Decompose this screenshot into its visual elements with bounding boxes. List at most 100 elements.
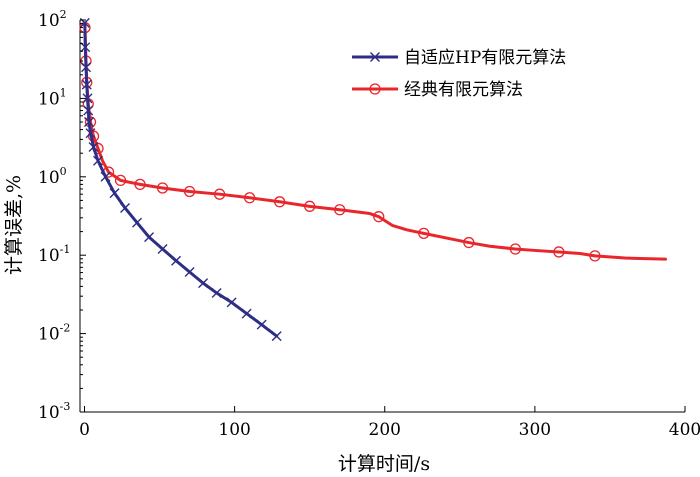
y-tick-base: 10 xyxy=(38,403,60,423)
data-point-classic-fem xyxy=(373,211,385,223)
x-marker-stroke xyxy=(370,52,380,62)
y-tick-base: 10 xyxy=(38,89,60,109)
x-tick-label: 200 xyxy=(369,420,401,440)
y-tick-exponent: 1 xyxy=(60,86,67,99)
x-marker-stroke xyxy=(79,17,90,28)
x-marker-stroke xyxy=(88,141,99,152)
data-point-classic-fem xyxy=(213,188,226,200)
y-tick-exponent: -2 xyxy=(60,322,71,335)
y-tick-label: 10-1 xyxy=(38,243,70,266)
y-tick-label: 10-3 xyxy=(38,400,70,423)
data-point-adaptive-hp xyxy=(85,128,96,139)
legend-marker-adaptive-hp xyxy=(370,52,380,62)
x-marker-stroke xyxy=(82,93,93,104)
x-axis-ticks: 0 100 200 300 400 xyxy=(79,406,700,440)
data-point-classic-fem xyxy=(304,200,316,212)
data-point-adaptive-hp xyxy=(81,62,91,73)
x-marker-stroke xyxy=(171,255,182,266)
data-point-adaptive-hp xyxy=(81,79,92,90)
x-marker-stroke xyxy=(81,62,91,73)
plot-frame xyxy=(79,20,685,413)
data-point-adaptive-hp xyxy=(171,255,182,266)
data-point-adaptive-hp xyxy=(241,308,252,319)
data-point-adaptive-hp xyxy=(144,232,155,243)
y-tick-base: 10 xyxy=(38,11,60,31)
data-point-classic-fem xyxy=(418,227,430,239)
x-marker-stroke xyxy=(109,188,120,199)
x-marker-stroke xyxy=(93,155,104,166)
x-marker-stroke xyxy=(184,267,195,278)
legend: 自适应HP有限元算法 经典有限元算法 xyxy=(352,48,566,100)
series-line-adaptive-hp xyxy=(83,21,279,338)
x-marker-stroke xyxy=(271,331,282,342)
legend-x-marker xyxy=(370,52,380,62)
data-point-adaptive-hp xyxy=(157,243,168,254)
y-tick-exponent: 2 xyxy=(60,8,67,21)
data-point-adaptive-hp xyxy=(80,42,91,53)
y-axis-label: 计算误差,% xyxy=(3,175,25,275)
data-point-adaptive-hp xyxy=(184,267,195,278)
x-marker-stroke xyxy=(157,243,168,254)
x-marker-stroke xyxy=(198,278,209,289)
data-point-adaptive-hp xyxy=(256,319,267,330)
y-tick-label: 10-2 xyxy=(38,322,70,345)
x-marker-stroke xyxy=(120,203,131,213)
data-point-classic-fem xyxy=(183,185,196,198)
data-point-classic-fem xyxy=(114,174,127,187)
x-marker-stroke xyxy=(80,42,91,53)
data-point-classic-fem xyxy=(134,178,146,191)
y-tick-label: 101 xyxy=(38,86,67,109)
data-point-adaptive-hp xyxy=(198,278,209,289)
x-marker-stroke xyxy=(211,287,222,298)
legend-label-classic-fem: 经典有限元算法 xyxy=(404,80,523,100)
data-point-adaptive-hp xyxy=(93,155,104,166)
y-tick-base: 10 xyxy=(38,325,60,345)
data-point-classic-fem xyxy=(509,243,522,255)
data-point-adaptive-hp xyxy=(84,117,95,127)
x-marker-stroke xyxy=(132,217,143,228)
y-tick-exponent: -1 xyxy=(60,243,71,256)
x-marker-stroke xyxy=(84,117,95,127)
data-point-classic-fem xyxy=(334,204,346,216)
x-marker-stroke xyxy=(83,105,94,116)
y-tick-label: 102 xyxy=(38,8,67,31)
data-point-classic-fem xyxy=(243,192,256,204)
x-tick-label: 0 xyxy=(79,420,90,440)
x-marker-stroke xyxy=(241,308,252,319)
x-tick-label: 300 xyxy=(519,420,551,440)
data-point-adaptive-hp xyxy=(271,331,282,342)
data-point-classic-fem xyxy=(553,246,565,258)
data-point-classic-fem xyxy=(589,250,601,262)
x-axis-label: 计算时间/s xyxy=(338,453,430,475)
x-marker-stroke xyxy=(85,128,96,139)
x-marker-stroke xyxy=(226,297,237,308)
series-group xyxy=(79,17,667,342)
data-point-adaptive-hp xyxy=(226,297,237,308)
x-marker-stroke xyxy=(144,232,155,243)
y-tick-label: 100 xyxy=(38,165,67,188)
series-line-classic-fem xyxy=(83,26,667,261)
y-tick-exponent: 0 xyxy=(60,165,67,178)
y-tick-exponent: -3 xyxy=(60,400,71,413)
data-point-adaptive-hp xyxy=(211,287,222,298)
data-point-classic-fem xyxy=(463,236,475,249)
data-point-adaptive-hp xyxy=(100,171,111,182)
data-point-classic-fem xyxy=(274,196,286,208)
x-marker-stroke xyxy=(81,79,92,90)
data-point-adaptive-hp xyxy=(109,188,120,199)
data-point-adaptive-hp xyxy=(132,217,143,228)
x-tick-label: 400 xyxy=(669,420,700,440)
data-point-adaptive-hp xyxy=(120,203,131,213)
data-point-adaptive-hp xyxy=(88,141,99,152)
data-point-adaptive-hp xyxy=(83,105,94,116)
x-tick-label: 100 xyxy=(218,420,250,440)
legend-circle-marker xyxy=(369,83,381,95)
data-point-classic-fem xyxy=(156,182,169,194)
x-marker-stroke xyxy=(100,171,111,182)
legend-marker-classic-fem xyxy=(369,83,381,95)
x-marker-stroke xyxy=(256,319,267,330)
y-tick-base: 10 xyxy=(38,246,60,266)
legend-label-adaptive-hp: 自适应HP有限元算法 xyxy=(404,48,566,68)
